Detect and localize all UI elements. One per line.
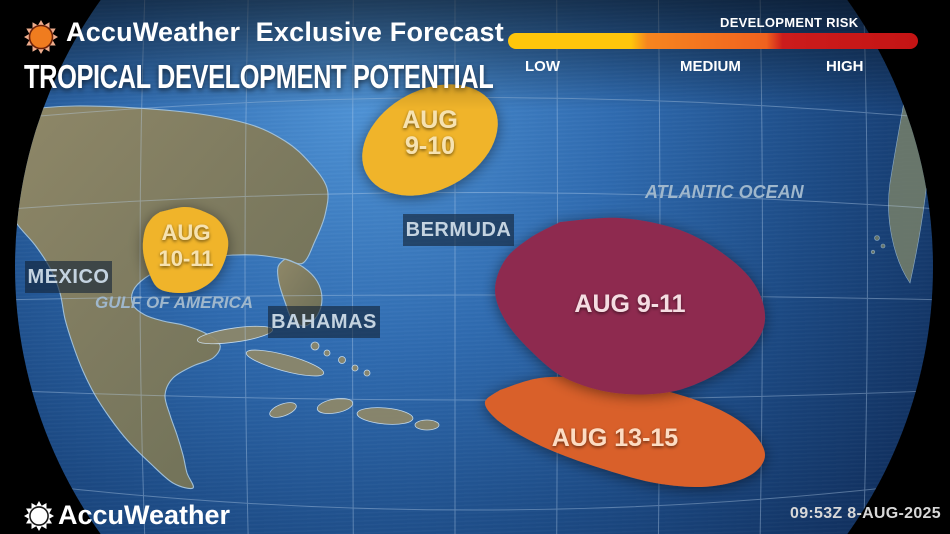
svg-text:9-10: 9-10 bbox=[405, 132, 455, 160]
svg-text:AUG 9-11: AUG 9-11 bbox=[574, 290, 685, 318]
svg-text:10-11: 10-11 bbox=[158, 246, 213, 271]
svg-text:AUG: AUG bbox=[402, 106, 458, 134]
svg-text:AUG 13-15: AUG 13-15 bbox=[552, 424, 679, 452]
svg-text:AUG: AUG bbox=[162, 220, 211, 245]
